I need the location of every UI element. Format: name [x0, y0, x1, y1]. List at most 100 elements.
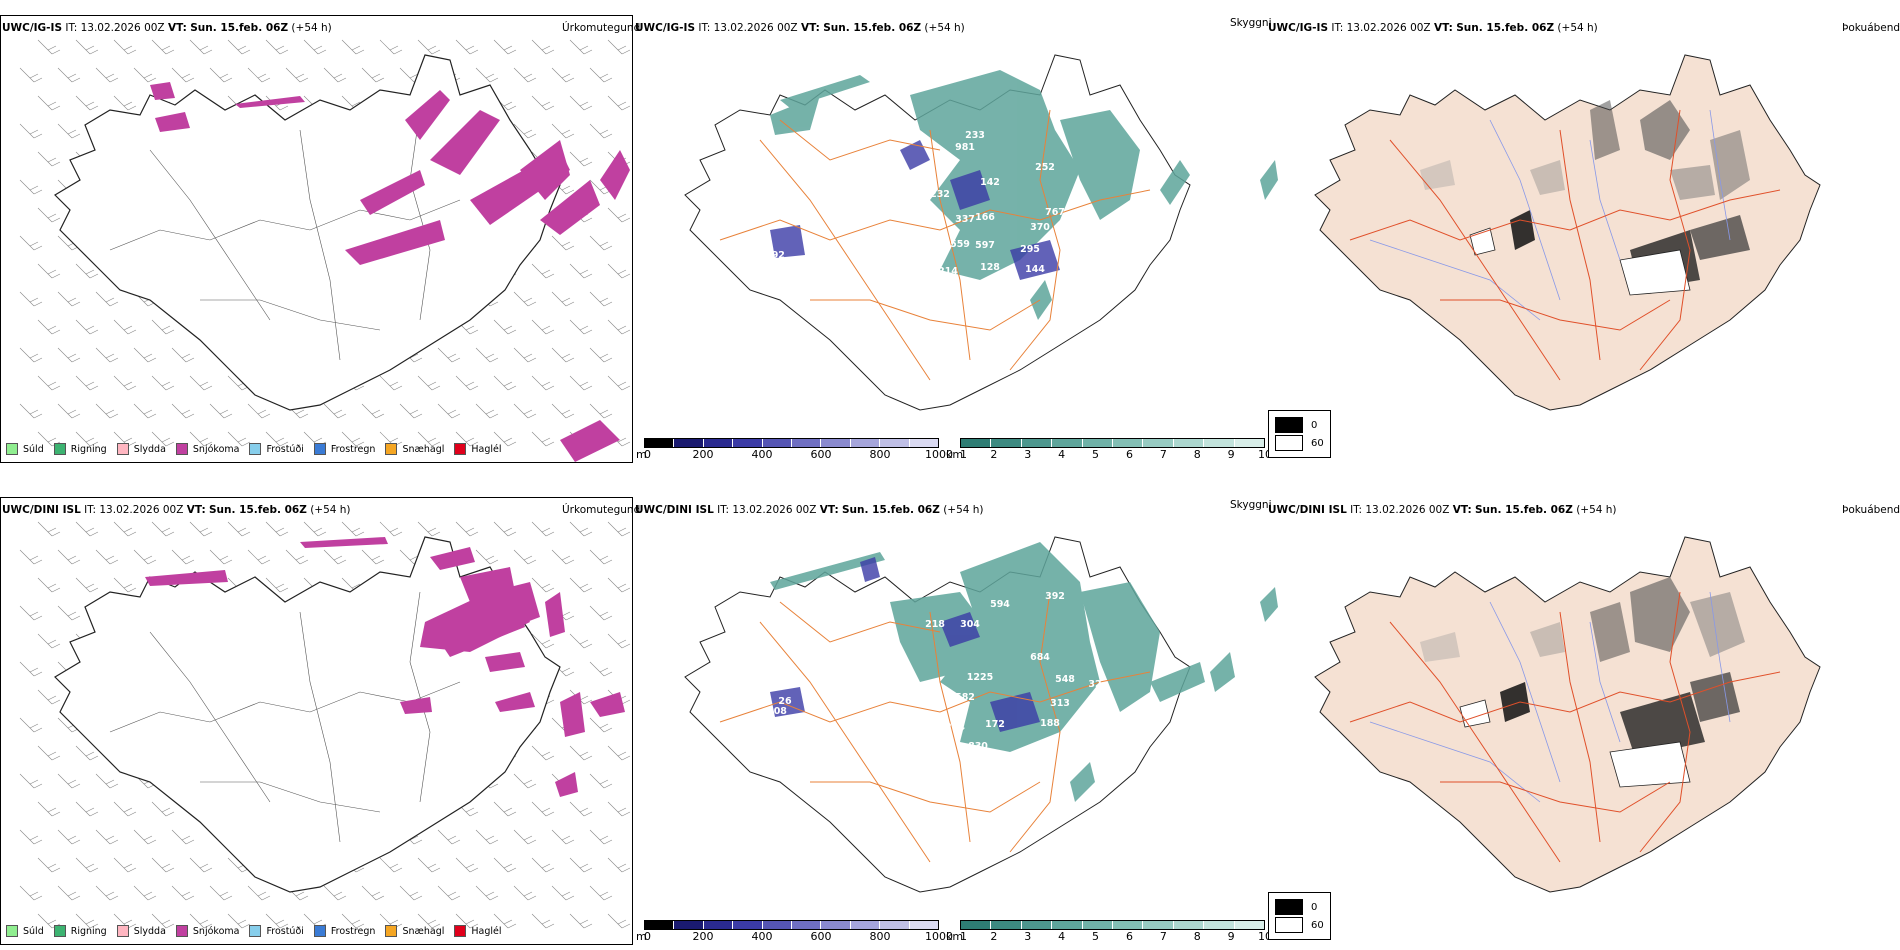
fog-panel-title: UWC/IG-IS IT: 13.02.2026 00Z VT: Sun. 15…	[1268, 22, 1598, 34]
wind-barb	[513, 549, 537, 565]
legend-swatch	[116, 443, 129, 455]
legend-item-sudl: Súld	[6, 443, 44, 455]
wind-barb	[437, 347, 461, 363]
colorbar-tick-label: 200	[692, 930, 714, 943]
precip-type-map	[19, 521, 631, 929]
it-label: IT:	[84, 504, 97, 516]
cloud-base-value: 1225	[967, 672, 993, 683]
wind-barb	[379, 521, 403, 537]
wind-barb	[265, 431, 289, 447]
colorbar-tick-label: 2	[990, 930, 998, 943]
wind-barb	[75, 857, 99, 873]
visibility-unit: km	[946, 448, 964, 461]
model-name: UWC/IG-IS	[2, 22, 63, 34]
legend-label: Snjókoma	[192, 925, 240, 937]
wind-barb	[19, 773, 43, 789]
wind-barb	[341, 913, 365, 929]
legend-item-slydda: Slydda	[116, 443, 166, 455]
wind-barb	[475, 347, 499, 363]
legend-item-sudl: Súld	[6, 925, 44, 937]
cloud-panel-title: UWC/IG-IS IT: 13.02.2026 00Z VT: Sun. 15…	[635, 22, 965, 34]
colorbar-tick-label: 0	[644, 448, 651, 461]
wind-barb	[19, 67, 43, 83]
wind-barb	[151, 39, 175, 55]
wind-barb	[551, 885, 575, 901]
wind-barb	[37, 633, 61, 649]
fog-swatch	[1275, 917, 1303, 933]
wind-barb	[569, 319, 593, 335]
cloud-base-value: 582	[955, 692, 975, 703]
visibility-ticks: 1 2 3 4 5 6 7 8 9 10	[960, 930, 1272, 943]
wind-barb	[57, 605, 81, 621]
it-label: IT:	[698, 22, 711, 34]
wind-barb	[437, 885, 461, 901]
cloud-base-strip	[644, 438, 939, 448]
fog-dark-areas	[1420, 100, 1750, 290]
fog-legend: 0 60	[1268, 892, 1331, 940]
wind-barb	[607, 95, 631, 111]
wind-barb	[57, 291, 81, 307]
wind-barb	[531, 39, 555, 55]
model-name: UWC/DINI ISL	[635, 504, 714, 516]
cloud-base-fill	[770, 557, 1040, 732]
wind-barb	[493, 913, 517, 929]
colorbar-segment	[909, 439, 939, 447]
wind-barb	[417, 375, 441, 391]
wind-barb	[569, 39, 593, 55]
wind-barb	[95, 885, 119, 901]
wind-barb	[323, 67, 347, 83]
fog-legend-label: 0	[1311, 419, 1318, 431]
cloud-base-value: 232	[930, 189, 950, 200]
colorbar-tick-label: 600	[810, 930, 832, 943]
legend-label: Slydda	[133, 443, 166, 455]
colorbar-segment	[1173, 921, 1205, 929]
cloud-base-value: 144	[1025, 264, 1045, 275]
visibility-map: 392 594 218 304 684 1225 548 32 582 313 188 204 172 8…	[684, 536, 1278, 893]
colorbar-segment	[703, 439, 734, 447]
precip-panel-title: UWC/IG-IS IT: 13.02.2026 00Z VT: Sun. 15…	[2, 22, 332, 34]
colorbar-segment	[961, 921, 992, 929]
vt-label: VT:	[1433, 22, 1453, 34]
fog-legend-item: 0	[1275, 416, 1324, 434]
colorbar-segment	[674, 439, 704, 447]
wind-barb	[151, 319, 175, 335]
wind-barb	[189, 521, 213, 537]
wind-barb	[57, 347, 81, 363]
roads-network	[109, 591, 461, 843]
wind-barb	[247, 403, 271, 419]
wind-barb	[361, 549, 385, 565]
wind-barb	[37, 263, 61, 279]
cloud-base-value: 981	[955, 142, 975, 153]
wind-barb	[513, 885, 537, 901]
wind-barb	[171, 829, 195, 845]
colorbar-tick-label: 7	[1159, 930, 1167, 943]
wind-barb	[303, 39, 327, 55]
colorbar-tick-label: 200	[692, 448, 714, 461]
wind-barb	[323, 549, 347, 565]
colorbar-tick-label: 4	[1058, 448, 1066, 461]
fog-legend-item: 0	[1275, 898, 1324, 916]
wind-barb	[569, 95, 593, 111]
it-label: IT:	[65, 22, 78, 34]
wind-barb	[227, 913, 251, 929]
cloud-base-value: 128	[980, 262, 1000, 273]
colorbar-tick-label: 9	[1227, 930, 1235, 943]
wind-barb	[493, 375, 517, 391]
fog-swatch	[1275, 435, 1303, 451]
wind-barb	[455, 39, 479, 55]
legend-item-frostudi: Frostúði	[249, 925, 304, 937]
wind-barb	[247, 885, 271, 901]
wind-barb	[189, 913, 213, 929]
legend-item-frostregn: Frostregn	[313, 925, 375, 937]
fog-map	[1314, 54, 1821, 411]
lead-time: (+54 h)	[1576, 504, 1617, 516]
wind-barb	[113, 39, 137, 55]
colorbar-tick-label: 8	[1193, 448, 1201, 461]
wind-barb	[133, 347, 157, 363]
colorbar-tick-label: 6	[1125, 930, 1133, 943]
wind-barb	[57, 773, 81, 789]
cloud-base-value: 172	[985, 719, 1005, 730]
vt-value: Sun. 15.feb. 06Z	[823, 22, 922, 34]
colorbar-tick-label: 400	[751, 930, 773, 943]
wind-barb	[151, 431, 175, 447]
